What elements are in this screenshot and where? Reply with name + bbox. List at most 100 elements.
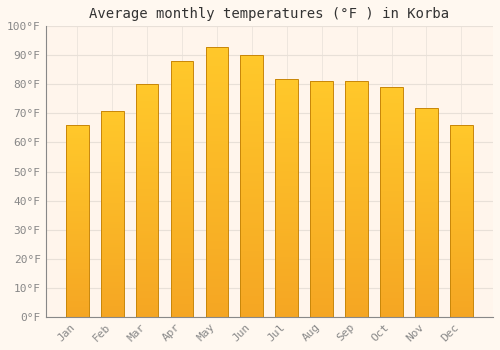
Bar xyxy=(415,235,438,237)
Bar xyxy=(415,173,438,175)
Bar xyxy=(101,154,124,156)
Bar xyxy=(380,142,403,145)
Bar xyxy=(380,255,403,257)
Bar xyxy=(380,294,403,296)
Bar xyxy=(240,178,263,181)
Bar xyxy=(66,183,88,184)
Bar xyxy=(450,288,472,290)
Bar xyxy=(310,89,333,91)
Bar xyxy=(346,258,368,260)
Bar xyxy=(170,99,194,102)
Bar xyxy=(450,204,472,205)
Bar xyxy=(276,119,298,121)
Bar xyxy=(101,152,124,154)
Bar xyxy=(380,232,403,234)
Bar xyxy=(136,131,158,133)
Bar xyxy=(450,175,472,177)
Bar xyxy=(415,181,438,183)
Bar xyxy=(101,245,124,247)
Bar xyxy=(101,267,124,270)
Bar xyxy=(206,312,229,314)
Bar xyxy=(240,306,263,309)
Bar xyxy=(276,169,298,171)
Bar xyxy=(101,265,124,267)
Bar xyxy=(206,120,229,122)
Bar xyxy=(240,223,263,225)
Bar xyxy=(240,246,263,249)
Bar xyxy=(240,84,263,87)
Bar xyxy=(206,128,229,130)
Bar xyxy=(415,133,438,135)
Bar xyxy=(170,314,194,317)
Bar xyxy=(240,204,263,207)
Bar xyxy=(310,152,333,154)
Bar xyxy=(66,205,88,208)
Bar xyxy=(276,100,298,103)
Bar xyxy=(450,271,472,273)
Bar xyxy=(240,97,263,100)
Bar xyxy=(380,285,403,287)
Bar xyxy=(415,135,438,137)
Bar xyxy=(346,296,368,298)
Bar xyxy=(415,194,438,196)
Bar xyxy=(206,84,229,87)
Bar xyxy=(380,230,403,232)
Bar xyxy=(66,311,88,313)
Bar xyxy=(380,140,403,142)
Bar xyxy=(240,176,263,178)
Bar xyxy=(450,292,472,294)
Bar xyxy=(380,218,403,220)
Bar xyxy=(206,279,229,282)
Bar xyxy=(380,147,403,149)
Bar xyxy=(206,217,229,219)
Bar xyxy=(450,257,472,259)
Bar xyxy=(310,164,333,166)
Bar xyxy=(380,117,403,119)
Bar xyxy=(206,255,229,257)
Bar xyxy=(276,272,298,274)
Bar xyxy=(450,313,472,315)
Bar xyxy=(310,180,333,183)
Bar xyxy=(450,171,472,173)
Bar xyxy=(66,131,88,133)
Bar xyxy=(276,286,298,288)
Bar xyxy=(240,55,263,58)
Bar xyxy=(415,158,438,160)
Bar xyxy=(101,197,124,199)
Bar xyxy=(346,185,368,187)
Bar xyxy=(66,263,88,265)
Bar xyxy=(415,298,438,300)
Bar xyxy=(276,233,298,236)
Bar xyxy=(101,127,124,129)
Bar xyxy=(136,217,158,219)
Bar xyxy=(66,133,88,135)
Bar xyxy=(450,190,472,192)
Bar xyxy=(276,150,298,152)
Bar xyxy=(101,193,124,195)
Bar xyxy=(101,255,124,257)
Bar xyxy=(66,208,88,209)
Bar xyxy=(206,63,229,65)
Bar xyxy=(101,253,124,255)
Bar xyxy=(380,296,403,299)
Bar xyxy=(101,220,124,222)
Bar xyxy=(415,241,438,244)
Bar xyxy=(450,248,472,250)
Bar xyxy=(346,150,368,152)
Bar xyxy=(136,110,158,112)
Bar xyxy=(276,95,298,98)
Bar xyxy=(240,134,263,136)
Bar xyxy=(240,283,263,286)
Bar xyxy=(240,186,263,189)
Bar xyxy=(346,84,368,86)
Bar xyxy=(380,264,403,266)
Bar xyxy=(380,197,403,200)
Bar xyxy=(380,138,403,140)
Bar xyxy=(276,126,298,128)
Bar xyxy=(310,157,333,159)
Bar xyxy=(170,166,194,168)
Bar xyxy=(346,281,368,284)
Bar xyxy=(346,131,368,133)
Bar xyxy=(206,203,229,206)
Bar xyxy=(101,288,124,290)
